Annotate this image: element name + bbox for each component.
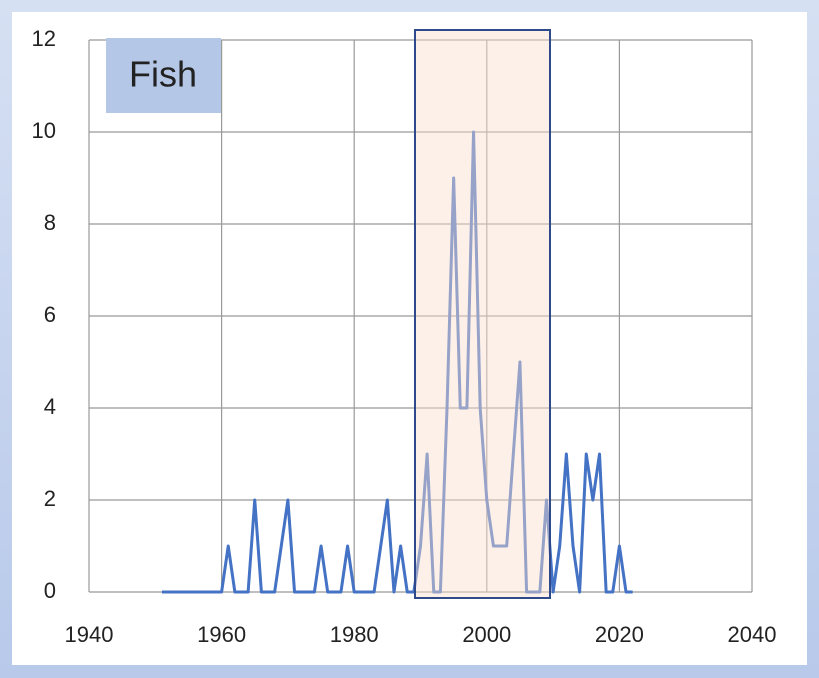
x-tick-label: 1980 xyxy=(330,622,379,647)
y-tick-label: 0 xyxy=(44,578,56,603)
y-tick-label: 6 xyxy=(44,302,56,327)
highlight-box xyxy=(414,29,551,599)
y-tick-label: 8 xyxy=(44,210,56,235)
y-tick-label: 4 xyxy=(44,394,56,419)
y-tick-label: 10 xyxy=(32,118,56,143)
x-tick-label: 2040 xyxy=(728,622,777,647)
y-tick-label: 2 xyxy=(44,486,56,511)
x-tick-label: 1960 xyxy=(197,622,246,647)
label-box xyxy=(106,38,221,113)
x-tick-label: 1940 xyxy=(65,622,114,647)
x-tick-label: 2000 xyxy=(462,622,511,647)
line-series xyxy=(161,130,633,594)
x-tick-label: 2020 xyxy=(595,622,644,647)
panel xyxy=(12,12,807,665)
annotation: Fish xyxy=(129,54,197,95)
y-tick-label: 12 xyxy=(32,26,56,51)
